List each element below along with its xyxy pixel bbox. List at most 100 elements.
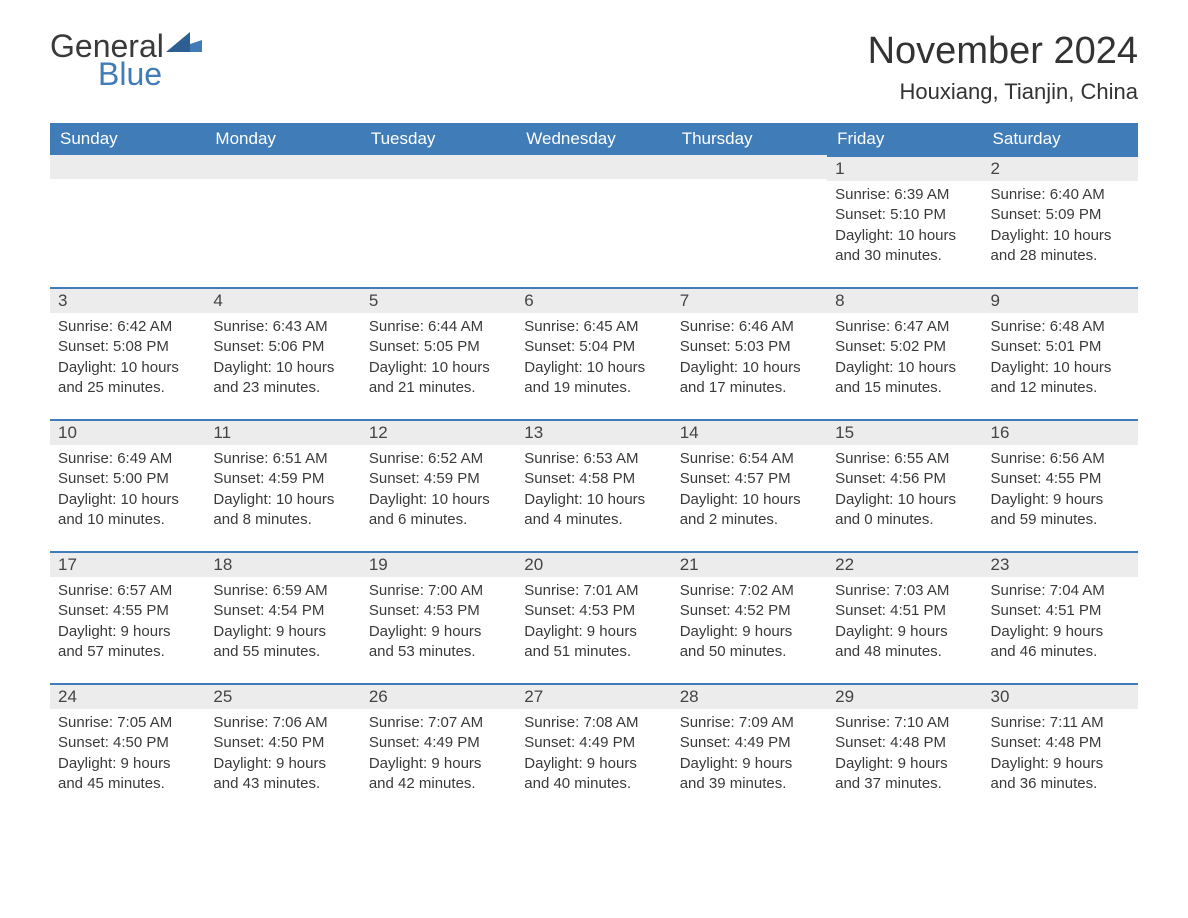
daylight-line: Daylight: 9 hours and 45 minutes. bbox=[58, 754, 197, 795]
sunrise-line: Sunrise: 7:04 AM bbox=[991, 581, 1130, 601]
calendar-row: 10Sunrise: 6:49 AMSunset: 5:00 PMDayligh… bbox=[50, 419, 1138, 551]
sunset-line: Sunset: 4:52 PM bbox=[680, 601, 819, 621]
weekday-header-row: SundayMondayTuesdayWednesdayThursdayFrid… bbox=[50, 123, 1138, 155]
day-number: 30 bbox=[983, 683, 1138, 709]
day-number: 1 bbox=[827, 155, 982, 181]
day-details: Sunrise: 6:52 AMSunset: 4:59 PMDaylight:… bbox=[361, 445, 516, 538]
daylight-line: Daylight: 9 hours and 37 minutes. bbox=[835, 754, 974, 795]
daylight-line: Daylight: 10 hours and 0 minutes. bbox=[835, 490, 974, 531]
daylight-line: Daylight: 9 hours and 43 minutes. bbox=[213, 754, 352, 795]
day-details: Sunrise: 6:43 AMSunset: 5:06 PMDaylight:… bbox=[205, 313, 360, 406]
day-number: 26 bbox=[361, 683, 516, 709]
sunset-line: Sunset: 4:50 PM bbox=[58, 733, 197, 753]
day-details: Sunrise: 6:54 AMSunset: 4:57 PMDaylight:… bbox=[672, 445, 827, 538]
calendar-cell: 15Sunrise: 6:55 AMSunset: 4:56 PMDayligh… bbox=[827, 419, 982, 551]
day-details: Sunrise: 6:40 AMSunset: 5:09 PMDaylight:… bbox=[983, 181, 1138, 274]
day-details: Sunrise: 7:01 AMSunset: 4:53 PMDaylight:… bbox=[516, 577, 671, 670]
day-number: 25 bbox=[205, 683, 360, 709]
sunrise-line: Sunrise: 6:54 AM bbox=[680, 449, 819, 469]
sunset-line: Sunset: 5:00 PM bbox=[58, 469, 197, 489]
logo-flag-icon bbox=[166, 30, 202, 59]
sunset-line: Sunset: 5:04 PM bbox=[524, 337, 663, 357]
day-number: 8 bbox=[827, 287, 982, 313]
calendar-cell: 17Sunrise: 6:57 AMSunset: 4:55 PMDayligh… bbox=[50, 551, 205, 683]
day-details: Sunrise: 7:11 AMSunset: 4:48 PMDaylight:… bbox=[983, 709, 1138, 802]
calendar-cell: 24Sunrise: 7:05 AMSunset: 4:50 PMDayligh… bbox=[50, 683, 205, 815]
sunrise-line: Sunrise: 6:52 AM bbox=[369, 449, 508, 469]
sunset-line: Sunset: 4:49 PM bbox=[524, 733, 663, 753]
daylight-line: Daylight: 9 hours and 50 minutes. bbox=[680, 622, 819, 663]
sunset-line: Sunset: 5:09 PM bbox=[991, 205, 1130, 225]
empty-day-bar bbox=[50, 155, 205, 179]
daylight-line: Daylight: 10 hours and 10 minutes. bbox=[58, 490, 197, 531]
calendar-cell: 16Sunrise: 6:56 AMSunset: 4:55 PMDayligh… bbox=[983, 419, 1138, 551]
day-details: Sunrise: 7:08 AMSunset: 4:49 PMDaylight:… bbox=[516, 709, 671, 802]
day-number: 11 bbox=[205, 419, 360, 445]
calendar-cell bbox=[50, 155, 205, 287]
day-number: 13 bbox=[516, 419, 671, 445]
daylight-line: Daylight: 9 hours and 39 minutes. bbox=[680, 754, 819, 795]
daylight-line: Daylight: 10 hours and 25 minutes. bbox=[58, 358, 197, 399]
day-number: 23 bbox=[983, 551, 1138, 577]
sunset-line: Sunset: 4:49 PM bbox=[369, 733, 508, 753]
sunrise-line: Sunrise: 7:10 AM bbox=[835, 713, 974, 733]
calendar-row: 17Sunrise: 6:57 AMSunset: 4:55 PMDayligh… bbox=[50, 551, 1138, 683]
empty-day-bar bbox=[672, 155, 827, 179]
day-details: Sunrise: 6:47 AMSunset: 5:02 PMDaylight:… bbox=[827, 313, 982, 406]
daylight-line: Daylight: 9 hours and 51 minutes. bbox=[524, 622, 663, 663]
calendar-cell: 28Sunrise: 7:09 AMSunset: 4:49 PMDayligh… bbox=[672, 683, 827, 815]
day-number: 19 bbox=[361, 551, 516, 577]
day-number: 24 bbox=[50, 683, 205, 709]
day-details: Sunrise: 6:48 AMSunset: 5:01 PMDaylight:… bbox=[983, 313, 1138, 406]
sunrise-line: Sunrise: 6:42 AM bbox=[58, 317, 197, 337]
daylight-line: Daylight: 10 hours and 23 minutes. bbox=[213, 358, 352, 399]
calendar-cell: 9Sunrise: 6:48 AMSunset: 5:01 PMDaylight… bbox=[983, 287, 1138, 419]
day-details: Sunrise: 7:04 AMSunset: 4:51 PMDaylight:… bbox=[983, 577, 1138, 670]
logo: General Blue bbox=[50, 30, 202, 91]
sunset-line: Sunset: 5:05 PM bbox=[369, 337, 508, 357]
daylight-line: Daylight: 9 hours and 57 minutes. bbox=[58, 622, 197, 663]
sunrise-line: Sunrise: 7:11 AM bbox=[991, 713, 1130, 733]
sunrise-line: Sunrise: 6:44 AM bbox=[369, 317, 508, 337]
logo-text-blue: Blue bbox=[98, 58, 202, 92]
calendar-cell bbox=[672, 155, 827, 287]
calendar-row: 1Sunrise: 6:39 AMSunset: 5:10 PMDaylight… bbox=[50, 155, 1138, 287]
sunrise-line: Sunrise: 7:06 AM bbox=[213, 713, 352, 733]
calendar-cell: 27Sunrise: 7:08 AMSunset: 4:49 PMDayligh… bbox=[516, 683, 671, 815]
day-number: 29 bbox=[827, 683, 982, 709]
calendar-cell: 30Sunrise: 7:11 AMSunset: 4:48 PMDayligh… bbox=[983, 683, 1138, 815]
sunrise-line: Sunrise: 7:03 AM bbox=[835, 581, 974, 601]
calendar-cell: 20Sunrise: 7:01 AMSunset: 4:53 PMDayligh… bbox=[516, 551, 671, 683]
day-number: 15 bbox=[827, 419, 982, 445]
calendar-body: 1Sunrise: 6:39 AMSunset: 5:10 PMDaylight… bbox=[50, 155, 1138, 815]
day-number: 4 bbox=[205, 287, 360, 313]
calendar-cell: 7Sunrise: 6:46 AMSunset: 5:03 PMDaylight… bbox=[672, 287, 827, 419]
calendar-row: 24Sunrise: 7:05 AMSunset: 4:50 PMDayligh… bbox=[50, 683, 1138, 815]
sunset-line: Sunset: 4:50 PM bbox=[213, 733, 352, 753]
day-details: Sunrise: 6:42 AMSunset: 5:08 PMDaylight:… bbox=[50, 313, 205, 406]
day-number: 7 bbox=[672, 287, 827, 313]
sunset-line: Sunset: 4:59 PM bbox=[213, 469, 352, 489]
weekday-header: Monday bbox=[205, 123, 360, 155]
daylight-line: Daylight: 10 hours and 2 minutes. bbox=[680, 490, 819, 531]
day-details: Sunrise: 7:00 AMSunset: 4:53 PMDaylight:… bbox=[361, 577, 516, 670]
empty-day-bar bbox=[516, 155, 671, 179]
day-details: Sunrise: 6:44 AMSunset: 5:05 PMDaylight:… bbox=[361, 313, 516, 406]
calendar-cell: 10Sunrise: 6:49 AMSunset: 5:00 PMDayligh… bbox=[50, 419, 205, 551]
calendar-cell: 5Sunrise: 6:44 AMSunset: 5:05 PMDaylight… bbox=[361, 287, 516, 419]
calendar-cell: 18Sunrise: 6:59 AMSunset: 4:54 PMDayligh… bbox=[205, 551, 360, 683]
sunrise-line: Sunrise: 6:49 AM bbox=[58, 449, 197, 469]
day-number: 2 bbox=[983, 155, 1138, 181]
sunset-line: Sunset: 4:55 PM bbox=[58, 601, 197, 621]
calendar-row: 3Sunrise: 6:42 AMSunset: 5:08 PMDaylight… bbox=[50, 287, 1138, 419]
calendar-cell bbox=[361, 155, 516, 287]
day-details: Sunrise: 7:02 AMSunset: 4:52 PMDaylight:… bbox=[672, 577, 827, 670]
daylight-line: Daylight: 10 hours and 15 minutes. bbox=[835, 358, 974, 399]
day-number: 6 bbox=[516, 287, 671, 313]
weekday-header: Friday bbox=[827, 123, 982, 155]
sunset-line: Sunset: 5:03 PM bbox=[680, 337, 819, 357]
daylight-line: Daylight: 9 hours and 36 minutes. bbox=[991, 754, 1130, 795]
day-number: 14 bbox=[672, 419, 827, 445]
day-details: Sunrise: 6:59 AMSunset: 4:54 PMDaylight:… bbox=[205, 577, 360, 670]
calendar-cell: 1Sunrise: 6:39 AMSunset: 5:10 PMDaylight… bbox=[827, 155, 982, 287]
